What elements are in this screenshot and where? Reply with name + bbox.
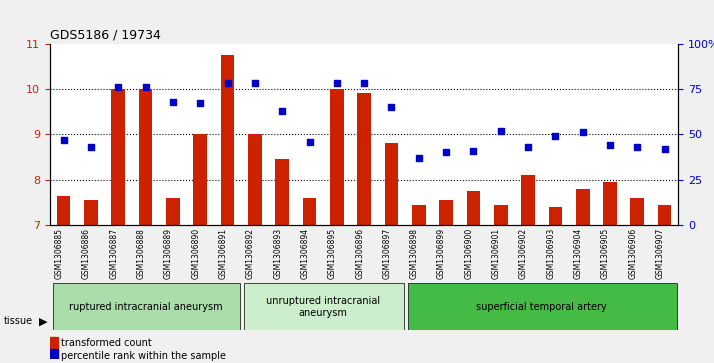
Text: ▶: ▶: [39, 316, 48, 326]
Bar: [439, 200, 453, 225]
Text: unruptured intracranial
aneurysm: unruptured intracranial aneurysm: [266, 296, 381, 318]
Point: [85, 144, 96, 150]
Text: ruptured intracranial aneurysm: ruptured intracranial aneurysm: [69, 302, 222, 312]
Point: [276, 108, 288, 114]
Point: [358, 81, 370, 86]
Bar: [276, 159, 289, 225]
Bar: [303, 198, 316, 225]
Point: [550, 133, 561, 139]
Bar: [412, 205, 426, 225]
Bar: [50, 349, 58, 362]
Point: [441, 150, 452, 155]
Point: [140, 84, 151, 90]
Bar: [548, 207, 562, 225]
Bar: [630, 198, 644, 225]
Text: GSM1306902: GSM1306902: [519, 228, 528, 279]
Bar: [166, 198, 180, 225]
Text: GSM1306892: GSM1306892: [246, 228, 255, 279]
Point: [249, 81, 261, 86]
Text: GSM1306896: GSM1306896: [355, 228, 364, 279]
Point: [113, 84, 124, 90]
Text: GSM1306898: GSM1306898: [410, 228, 419, 279]
Text: GSM1306901: GSM1306901: [492, 228, 501, 279]
Point: [386, 104, 397, 110]
Point: [468, 148, 479, 154]
Bar: [494, 205, 508, 225]
Bar: [84, 200, 98, 225]
Text: GSM1306907: GSM1306907: [655, 228, 665, 279]
Text: GSM1306897: GSM1306897: [383, 228, 391, 279]
Point: [604, 142, 615, 148]
Point: [194, 101, 206, 106]
Point: [167, 99, 178, 105]
Bar: [466, 191, 481, 225]
Text: tissue: tissue: [4, 316, 33, 326]
Text: superficial temporal artery: superficial temporal artery: [476, 302, 607, 312]
FancyBboxPatch shape: [53, 283, 240, 330]
FancyBboxPatch shape: [408, 283, 677, 330]
Bar: [603, 182, 617, 225]
Text: GSM1306890: GSM1306890: [191, 228, 200, 279]
Bar: [193, 134, 207, 225]
Point: [222, 81, 233, 86]
Bar: [221, 55, 234, 225]
Text: GSM1306906: GSM1306906: [628, 228, 638, 279]
Point: [495, 128, 506, 134]
Bar: [576, 189, 590, 225]
Bar: [248, 134, 262, 225]
Text: GDS5186 / 19734: GDS5186 / 19734: [50, 28, 161, 41]
Text: GSM1306891: GSM1306891: [218, 228, 228, 279]
Point: [303, 139, 315, 144]
Bar: [658, 205, 671, 225]
Point: [413, 155, 425, 161]
Point: [632, 144, 643, 150]
Text: GSM1306888: GSM1306888: [136, 228, 146, 279]
Bar: [139, 89, 152, 225]
Text: GSM1306900: GSM1306900: [464, 228, 473, 279]
Point: [58, 137, 69, 143]
Point: [331, 81, 343, 86]
Text: GSM1306893: GSM1306893: [273, 228, 282, 279]
Bar: [521, 175, 535, 225]
Text: GSM1306895: GSM1306895: [328, 228, 337, 279]
Bar: [357, 93, 371, 225]
Text: GSM1306904: GSM1306904: [573, 228, 583, 279]
Text: transformed count: transformed count: [61, 338, 152, 348]
Bar: [385, 143, 398, 225]
Text: GSM1306885: GSM1306885: [55, 228, 64, 279]
Bar: [57, 196, 71, 225]
Text: GSM1306887: GSM1306887: [109, 228, 119, 279]
Text: GSM1306905: GSM1306905: [601, 228, 610, 279]
Bar: [111, 89, 125, 225]
Point: [523, 144, 534, 150]
Text: percentile rank within the sample: percentile rank within the sample: [61, 351, 226, 360]
Text: GSM1306903: GSM1306903: [546, 228, 555, 279]
Bar: [50, 337, 58, 349]
Text: GSM1306889: GSM1306889: [164, 228, 173, 279]
FancyBboxPatch shape: [244, 283, 403, 330]
Text: GSM1306899: GSM1306899: [437, 228, 446, 279]
Bar: [330, 89, 343, 225]
Text: GSM1306894: GSM1306894: [301, 228, 309, 279]
Point: [577, 130, 588, 135]
Text: GSM1306886: GSM1306886: [82, 228, 91, 279]
Point: [659, 146, 670, 152]
